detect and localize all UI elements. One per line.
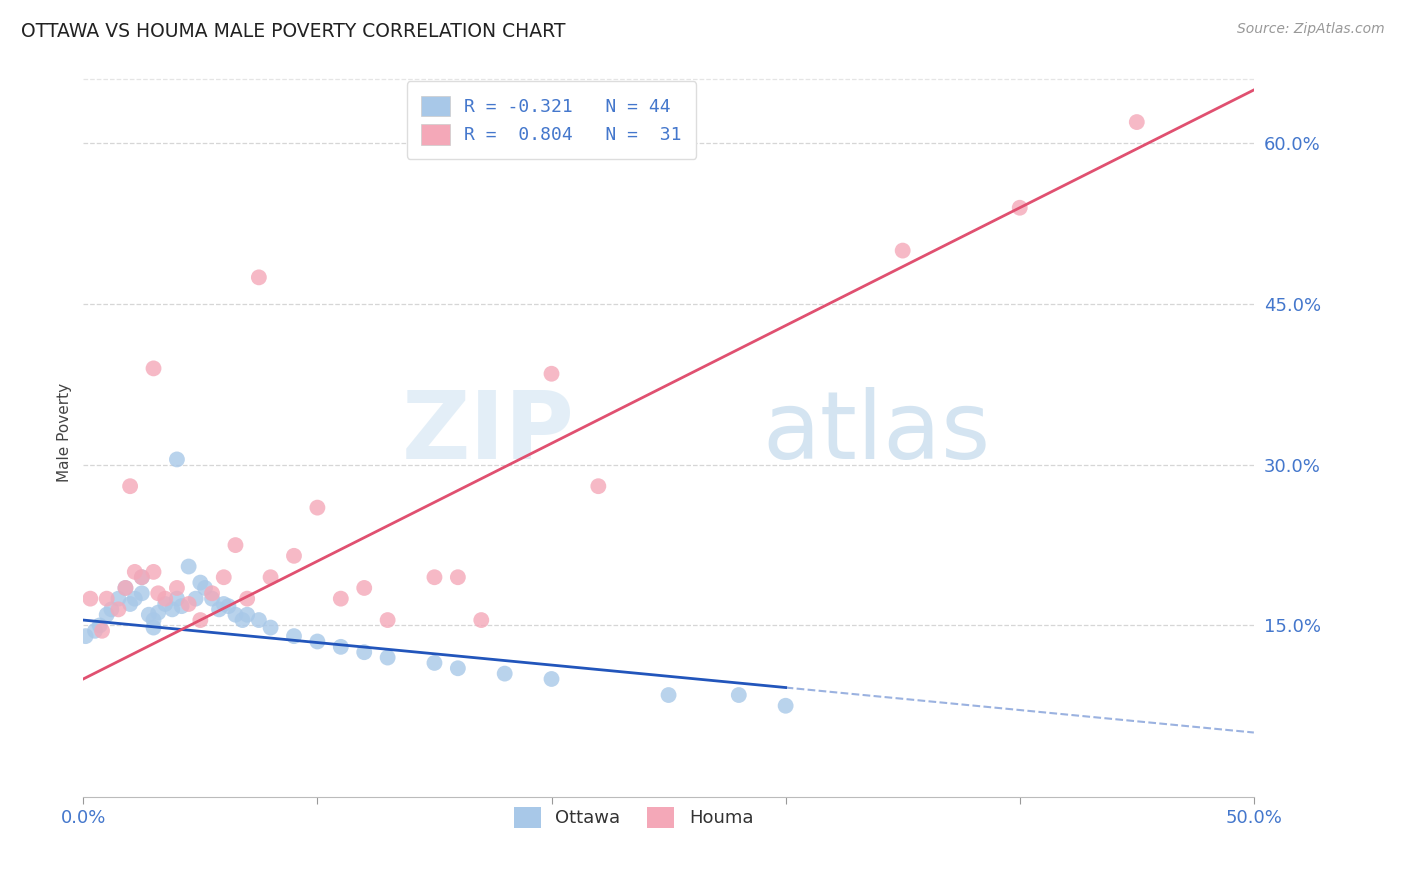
Point [142, 621, 165, 635]
Point [540, 672, 562, 686]
Point [142, 613, 165, 627]
Text: ZIP: ZIP [402, 386, 575, 479]
Point [166, 591, 188, 606]
Point [329, 640, 352, 654]
Point [247, 613, 270, 627]
Point [377, 613, 399, 627]
Point [329, 591, 352, 606]
Legend: Ottawa, Houma: Ottawa, Houma [506, 800, 761, 835]
Text: OTTAWA VS HOUMA MALE POVERTY CORRELATION CHART: OTTAWA VS HOUMA MALE POVERTY CORRELATION… [21, 22, 565, 41]
Point [891, 244, 914, 258]
Point [79, 591, 101, 606]
Point [236, 607, 259, 622]
Point [212, 597, 235, 611]
Point [107, 591, 129, 606]
Point [96, 591, 118, 606]
Text: Source: ZipAtlas.com: Source: ZipAtlas.com [1237, 22, 1385, 37]
Y-axis label: Male Poverty: Male Poverty [58, 383, 72, 483]
Point [155, 591, 177, 606]
Point [307, 500, 329, 515]
Point [194, 581, 217, 595]
Point [224, 538, 246, 552]
Point [208, 602, 231, 616]
Point [124, 591, 146, 606]
Point [1126, 115, 1149, 129]
Point [423, 570, 446, 584]
Point [131, 586, 153, 600]
Point [155, 597, 177, 611]
Point [540, 367, 562, 381]
Point [89, 618, 111, 632]
Point [142, 361, 165, 376]
Point [114, 581, 136, 595]
Point [120, 597, 142, 611]
Point [588, 479, 610, 493]
Point [75, 629, 97, 643]
Point [217, 599, 239, 614]
Point [447, 661, 470, 675]
Point [177, 559, 200, 574]
Point [494, 666, 516, 681]
Point [259, 621, 281, 635]
Point [658, 688, 681, 702]
Point [201, 586, 224, 600]
Point [353, 581, 375, 595]
Point [307, 634, 329, 648]
Point [96, 607, 118, 622]
Point [470, 613, 492, 627]
Point [84, 624, 107, 638]
Text: atlas: atlas [762, 386, 990, 479]
Point [162, 602, 184, 616]
Point [131, 570, 153, 584]
Point [188, 613, 211, 627]
Point [236, 591, 259, 606]
Point [184, 591, 207, 606]
Point [177, 597, 200, 611]
Point [1008, 201, 1031, 215]
Point [727, 688, 749, 702]
Point [201, 591, 224, 606]
Point [283, 549, 305, 563]
Point [188, 575, 211, 590]
Point [142, 565, 165, 579]
Point [166, 581, 188, 595]
Point [124, 565, 146, 579]
Point [91, 624, 114, 638]
Point [170, 599, 193, 614]
Point [114, 581, 136, 595]
Point [131, 570, 153, 584]
Point [283, 629, 305, 643]
Point [148, 606, 170, 620]
Point [100, 602, 122, 616]
Point [775, 698, 797, 713]
Point [231, 613, 253, 627]
Point [247, 270, 270, 285]
Point [138, 607, 160, 622]
Point [166, 452, 188, 467]
Point [377, 650, 399, 665]
Point [212, 570, 235, 584]
Point [423, 656, 446, 670]
Point [120, 479, 142, 493]
Point [224, 607, 246, 622]
Point [353, 645, 375, 659]
Point [447, 570, 470, 584]
Point [259, 570, 281, 584]
Point [107, 602, 129, 616]
Point [148, 586, 170, 600]
